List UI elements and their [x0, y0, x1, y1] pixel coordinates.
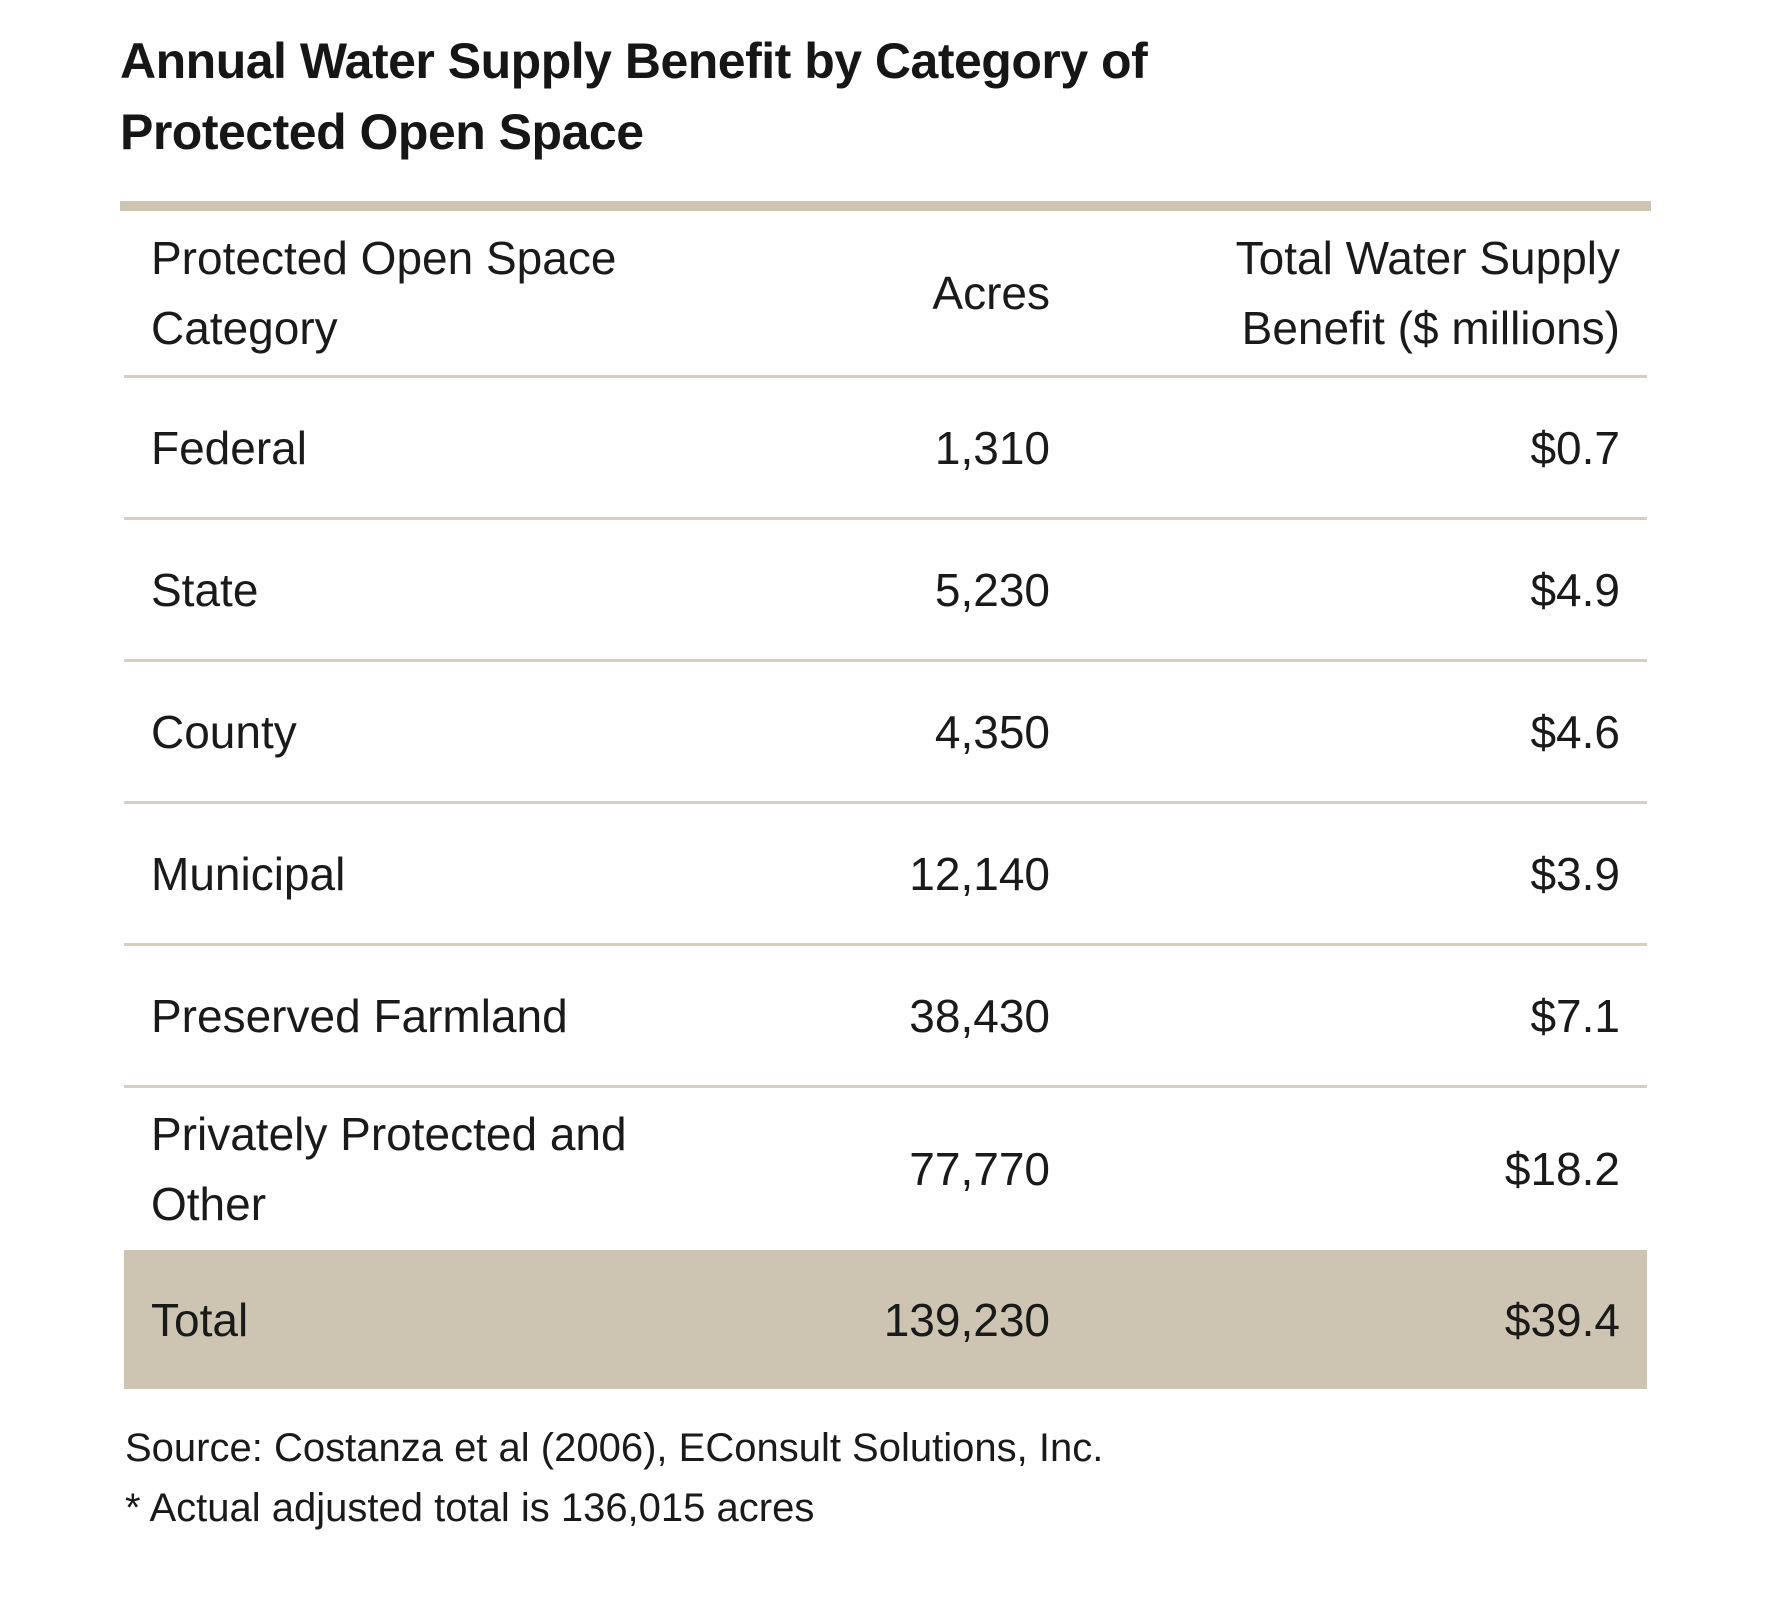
top-rule-divider — [120, 201, 1651, 211]
row-category: County — [151, 705, 297, 758]
row-acres: 5,230 — [934, 563, 1050, 616]
row-category: Preserved Farmland — [151, 989, 568, 1042]
row-benefit: $4.6 — [1530, 705, 1620, 758]
total-category: Total — [151, 1293, 249, 1346]
row-category: Federal — [151, 421, 307, 474]
table-row: Municipal 12,140 $3.9 — [124, 804, 1647, 946]
header-benefit-label: Total Water Supply Benefit ($ millions) — [1235, 232, 1620, 354]
row-benefit: $18.2 — [1504, 1143, 1620, 1195]
table-title: Annual Water Supply Benefit by Category … — [120, 26, 1520, 168]
table-row: Privately Protected and Other 77,770 $18… — [124, 1088, 1647, 1250]
header-acres-label: Acres — [932, 267, 1050, 319]
total-acres: 139,230 — [883, 1293, 1050, 1346]
row-acres: 12,140 — [909, 847, 1050, 900]
header-category-label: Protected Open Space Category — [151, 232, 617, 354]
row-category: Municipal — [151, 847, 346, 900]
adjusted-total-note: * Actual adjusted total is 136,015 acres — [125, 1486, 815, 1530]
total-benefit: $39.4 — [1504, 1293, 1620, 1346]
row-benefit: $0.7 — [1530, 421, 1620, 474]
table-row: County 4,350 $4.6 — [124, 662, 1647, 804]
row-category: Privately Protected and Other — [151, 1088, 771, 1250]
row-benefit: $3.9 — [1530, 847, 1620, 900]
row-acres: 38,430 — [909, 989, 1050, 1042]
table-row: Federal 1,310 $0.7 — [124, 378, 1647, 520]
row-category: State — [151, 563, 259, 616]
row-benefit: $7.1 — [1530, 989, 1620, 1042]
source-note: Source: Costanza et al (2006), EConsult … — [125, 1426, 1104, 1470]
row-acres: 1,310 — [934, 421, 1050, 474]
table-title-line-2: Protected Open Space — [120, 104, 644, 160]
row-acres: 4,350 — [934, 705, 1050, 758]
row-benefit: $4.9 — [1530, 563, 1620, 616]
benefit-table: Protected Open Space Category Acres Tota… — [124, 211, 1647, 1389]
row-category-label: Privately Protected and Other — [151, 1108, 627, 1230]
table-row: State 5,230 $4.9 — [124, 520, 1647, 662]
row-acres: 77,770 — [909, 1143, 1050, 1195]
table-row: Preserved Farmland 38,430 $7.1 — [124, 946, 1647, 1088]
table-title-line-1: Annual Water Supply Benefit by Category … — [120, 33, 1148, 89]
table-header-row: Protected Open Space Category Acres Tota… — [124, 211, 1647, 378]
table-total-row: Total 139,230 $39.4 — [124, 1250, 1647, 1389]
header-category: Protected Open Space Category — [151, 211, 771, 375]
header-acres: Acres — [650, 211, 1050, 375]
header-benefit: Total Water Supply Benefit ($ millions) — [1060, 211, 1620, 375]
footnotes: Source: Costanza et al (2006), EConsult … — [125, 1418, 1103, 1538]
